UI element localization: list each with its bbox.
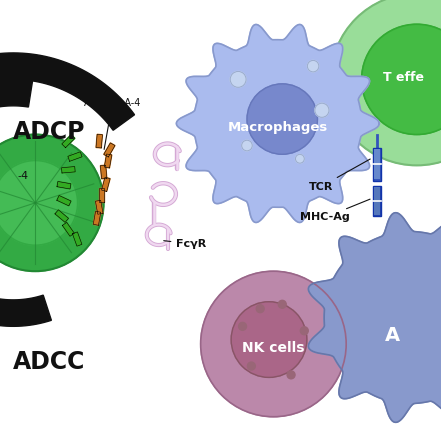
Circle shape — [239, 322, 247, 330]
Polygon shape — [308, 213, 441, 422]
Polygon shape — [0, 53, 135, 336]
FancyBboxPatch shape — [373, 186, 381, 216]
Polygon shape — [62, 167, 75, 173]
Text: -4: -4 — [18, 172, 29, 181]
Polygon shape — [104, 154, 112, 168]
Text: A: A — [385, 325, 400, 345]
Polygon shape — [68, 152, 82, 161]
FancyBboxPatch shape — [374, 149, 380, 179]
Polygon shape — [176, 25, 379, 222]
Polygon shape — [96, 135, 102, 148]
Text: MHC-Ag: MHC-Ag — [300, 199, 370, 223]
Text: NK cells: NK cells — [242, 341, 305, 355]
Polygon shape — [62, 135, 75, 148]
Text: ADCP: ADCP — [13, 120, 86, 144]
FancyBboxPatch shape — [373, 148, 381, 181]
Polygon shape — [101, 165, 107, 179]
Polygon shape — [99, 188, 104, 202]
Circle shape — [256, 305, 264, 313]
Circle shape — [295, 154, 304, 163]
Circle shape — [230, 71, 246, 87]
Polygon shape — [0, 79, 52, 326]
Polygon shape — [101, 177, 110, 191]
Circle shape — [307, 60, 319, 72]
Circle shape — [362, 24, 441, 135]
Text: FcγR: FcγR — [164, 239, 207, 249]
FancyBboxPatch shape — [374, 187, 380, 215]
Circle shape — [0, 135, 104, 271]
Circle shape — [287, 371, 295, 379]
Polygon shape — [93, 211, 101, 225]
Circle shape — [201, 271, 346, 417]
Polygon shape — [62, 222, 75, 236]
Text: Anti-CTLA-4: Anti-CTLA-4 — [84, 98, 141, 149]
Circle shape — [242, 140, 252, 151]
Circle shape — [0, 161, 78, 245]
Text: TCR: TCR — [309, 159, 370, 192]
Polygon shape — [55, 210, 68, 222]
Polygon shape — [95, 200, 103, 214]
Circle shape — [247, 362, 255, 370]
Circle shape — [315, 103, 329, 117]
Text: ADCC: ADCC — [13, 350, 86, 374]
Circle shape — [231, 302, 307, 377]
Polygon shape — [104, 143, 115, 157]
Circle shape — [278, 300, 286, 308]
Text: T effe: T effe — [383, 71, 424, 84]
Circle shape — [331, 0, 441, 165]
Polygon shape — [57, 181, 71, 189]
Polygon shape — [72, 232, 82, 246]
Circle shape — [300, 327, 308, 335]
Text: Macrophages: Macrophages — [228, 121, 328, 135]
Circle shape — [247, 84, 318, 154]
Polygon shape — [57, 195, 71, 206]
